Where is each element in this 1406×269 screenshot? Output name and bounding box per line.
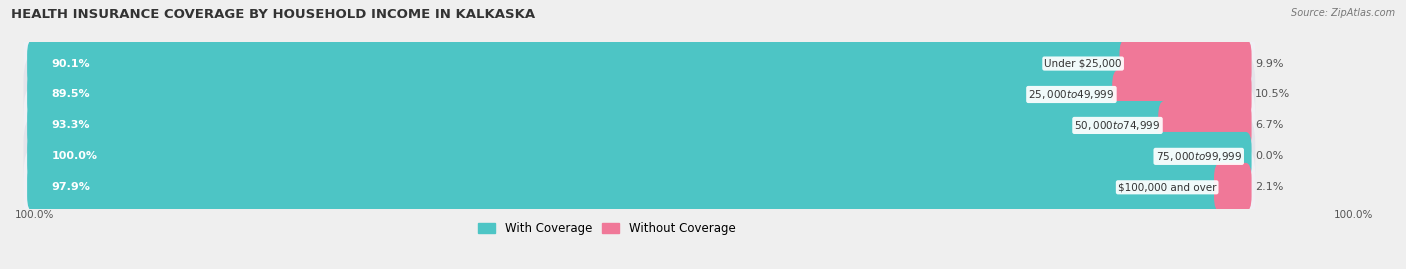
Text: 100.0%: 100.0% [1333,210,1372,220]
FancyBboxPatch shape [24,56,1256,133]
FancyBboxPatch shape [24,87,1256,164]
FancyBboxPatch shape [24,118,1256,195]
FancyBboxPatch shape [1112,70,1251,119]
Text: 2.1%: 2.1% [1256,182,1284,192]
Text: $75,000 to $99,999: $75,000 to $99,999 [1156,150,1241,163]
FancyBboxPatch shape [27,132,1251,181]
Text: $100,000 and over: $100,000 and over [1118,182,1216,192]
FancyBboxPatch shape [1119,39,1251,88]
Text: 93.3%: 93.3% [52,121,90,130]
Text: HEALTH INSURANCE COVERAGE BY HOUSEHOLD INCOME IN KALKASKA: HEALTH INSURANCE COVERAGE BY HOUSEHOLD I… [11,8,536,21]
Text: 6.7%: 6.7% [1256,121,1284,130]
Text: 90.1%: 90.1% [52,59,90,69]
Text: 100.0%: 100.0% [52,151,97,161]
FancyBboxPatch shape [27,70,1125,119]
Text: 100.0%: 100.0% [15,210,55,220]
FancyBboxPatch shape [27,163,1226,212]
FancyBboxPatch shape [24,149,1256,226]
Text: 89.5%: 89.5% [52,90,90,100]
FancyBboxPatch shape [1213,163,1251,212]
Text: 10.5%: 10.5% [1256,90,1291,100]
Text: $50,000 to $74,999: $50,000 to $74,999 [1074,119,1161,132]
Text: Under $25,000: Under $25,000 [1045,59,1122,69]
Text: 0.0%: 0.0% [1256,151,1284,161]
Legend: With Coverage, Without Coverage: With Coverage, Without Coverage [472,217,741,240]
FancyBboxPatch shape [27,101,1170,150]
FancyBboxPatch shape [24,25,1256,102]
FancyBboxPatch shape [1159,101,1251,150]
Text: Source: ZipAtlas.com: Source: ZipAtlas.com [1291,8,1395,18]
Text: $25,000 to $49,999: $25,000 to $49,999 [1028,88,1115,101]
Text: 9.9%: 9.9% [1256,59,1284,69]
FancyBboxPatch shape [27,39,1132,88]
Text: 97.9%: 97.9% [52,182,90,192]
